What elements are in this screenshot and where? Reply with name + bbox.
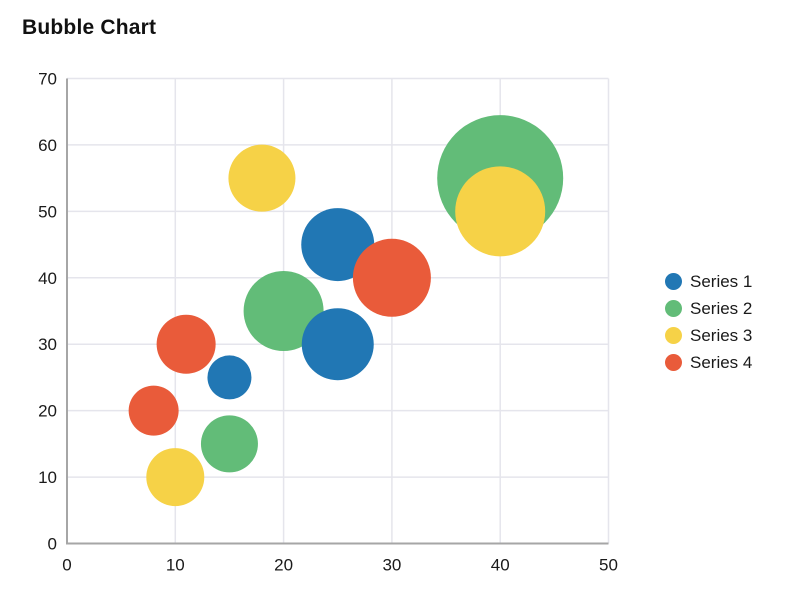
y-tick-label-10: 10 [38, 468, 57, 487]
y-tick-label-60: 60 [38, 136, 57, 155]
bubble-series-3-x18-y55[interactable] [228, 144, 296, 212]
bubble-series-1-x15-y25[interactable] [207, 355, 252, 400]
legend-swatch-icon [665, 273, 682, 290]
y-tick-label-20: 20 [38, 402, 57, 421]
legend-label: Series 4 [690, 352, 753, 372]
legend-swatch-icon [665, 354, 682, 371]
legend-swatch-icon [665, 300, 682, 317]
legend-swatch-icon [665, 327, 682, 344]
legend-label: Series 3 [690, 325, 753, 345]
bubble-series-1-x25-y30[interactable] [301, 308, 374, 381]
bubble-series-4-x8-y20[interactable] [128, 385, 179, 436]
legend-label: Series 2 [690, 298, 753, 318]
y-tick-label-30: 30 [38, 335, 57, 354]
legend-item-series-1[interactable]: Series 1 [665, 268, 752, 295]
x-tick-label-40: 40 [491, 556, 510, 575]
x-tick-label-10: 10 [166, 556, 185, 575]
x-tick-label-0: 0 [62, 556, 71, 575]
bubble-series-2-x20-y35[interactable] [243, 271, 324, 351]
bubble-series-3-x40-y50[interactable] [455, 166, 546, 257]
y-tick-label-50: 50 [38, 202, 57, 221]
legend-item-series-2[interactable]: Series 2 [665, 295, 752, 322]
legend-label: Series 1 [690, 271, 753, 291]
bubble-series-4-x11-y30[interactable] [156, 314, 216, 374]
y-tick-label-40: 40 [38, 269, 57, 288]
y-tick-label-70: 70 [38, 70, 57, 89]
y-tick-label-0: 0 [48, 535, 57, 554]
x-tick-label-50: 50 [599, 556, 618, 575]
legend-item-series-3[interactable]: Series 3 [665, 322, 752, 349]
legend-item-series-4[interactable]: Series 4 [665, 349, 752, 376]
bubble-series-4-x30-y40[interactable] [352, 238, 431, 317]
x-tick-label-20: 20 [274, 556, 293, 575]
bubble-series-2-x15-y15[interactable] [200, 415, 258, 473]
x-tick-label-30: 30 [382, 556, 401, 575]
legend: Series 1 Series 2 Series 3 Series 4 [665, 268, 752, 376]
chart-title: Bubble Chart [22, 16, 157, 39]
bubble-series-3-x10-y10[interactable] [146, 448, 205, 507]
